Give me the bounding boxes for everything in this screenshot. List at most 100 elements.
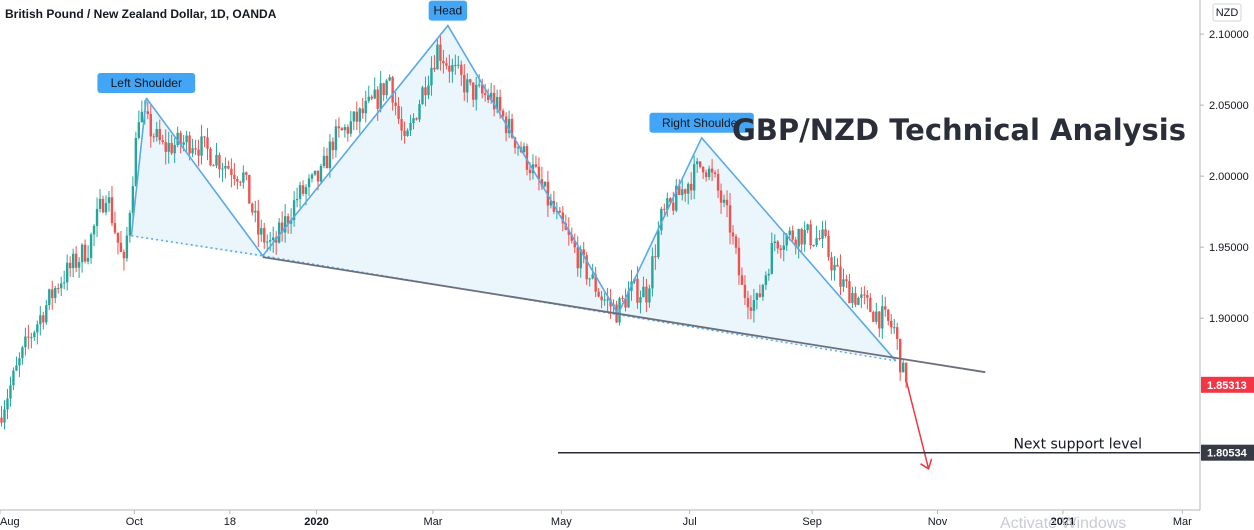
candle-body <box>663 208 666 210</box>
candle-body <box>725 199 729 206</box>
candle-body <box>824 229 827 236</box>
time-axis[interactable]: AugOct182020MarMayJulSepNov2021MarMay <box>0 510 1254 528</box>
candle-body <box>104 203 108 213</box>
candle-body <box>469 79 472 83</box>
candle-body <box>200 136 203 156</box>
candle-body <box>137 122 141 139</box>
candle-body <box>218 155 221 170</box>
candle-body <box>158 128 161 141</box>
candle-body <box>280 222 284 233</box>
last-price-label: 1.85313 <box>1207 380 1247 392</box>
candle-body <box>424 87 427 96</box>
candle-body <box>501 110 505 117</box>
support-price-label: 1.80534 <box>1207 448 1248 460</box>
candle-body <box>654 256 657 258</box>
candle-body <box>558 210 562 213</box>
candle-body <box>797 229 800 247</box>
candle-body <box>313 170 317 175</box>
candle-body <box>415 118 418 120</box>
candle-body <box>277 222 281 243</box>
currency-badge[interactable]: NZD <box>1212 3 1242 22</box>
candle-body <box>77 262 81 268</box>
candle-body <box>740 275 744 285</box>
candle-body <box>334 126 338 151</box>
candle-body <box>236 178 239 182</box>
candle-body <box>122 251 126 259</box>
candle-body <box>758 293 762 297</box>
candle-body <box>400 119 403 131</box>
candle-body <box>579 249 582 269</box>
candle-body <box>298 185 302 199</box>
candle-body <box>815 238 818 246</box>
right-shoulder-label[interactable]: Right Shoulder <box>649 112 754 133</box>
x-tick-label: Aug <box>0 516 20 528</box>
candle-body <box>382 83 385 96</box>
candle-body <box>364 100 367 114</box>
candle-body <box>791 230 794 240</box>
candle-body <box>603 299 606 301</box>
candle-body <box>212 165 215 167</box>
candle-body <box>860 294 863 298</box>
candle-body <box>752 299 756 311</box>
candle-body <box>495 96 499 110</box>
candle-body <box>648 288 651 303</box>
candle-body <box>809 224 812 246</box>
head-label[interactable]: Head <box>428 0 468 21</box>
candle-body <box>710 168 714 173</box>
head-shoulders-outline[interactable] <box>145 24 897 362</box>
candle-body <box>549 200 553 206</box>
candle-body <box>248 174 251 204</box>
candle-body <box>167 142 170 152</box>
candle-body <box>388 77 391 81</box>
candle-body <box>522 146 526 152</box>
candle-body <box>358 108 361 122</box>
candle-body <box>173 144 176 154</box>
x-tick-label: Jul <box>683 516 697 528</box>
candle-body <box>161 140 164 142</box>
price-axis[interactable]: 1.90000 1.95000 2.00000 2.05000 2.10000 1.853… <box>1200 29 1254 461</box>
neckline[interactable] <box>262 256 986 374</box>
candle-body <box>304 187 308 194</box>
candle-body <box>457 64 460 66</box>
candle-body <box>266 241 269 243</box>
candle-body <box>227 165 230 169</box>
candle-body <box>421 87 424 105</box>
x-tick-label: Mar <box>423 516 442 528</box>
left-shoulder-leg[interactable] <box>130 97 148 236</box>
candle-body <box>269 240 272 242</box>
candle-body <box>770 243 774 274</box>
candle-body <box>230 168 233 175</box>
candle-body <box>684 189 687 194</box>
x-tick-label: Nov <box>928 516 948 528</box>
candle-body <box>340 128 344 131</box>
candle-body <box>349 121 353 134</box>
candle-body <box>588 278 591 280</box>
candle-body <box>731 232 735 237</box>
candle-body <box>666 198 669 210</box>
y-tick-label: 1.95000 <box>1209 242 1249 254</box>
candle-body <box>773 241 776 244</box>
last-price-badge <box>1201 376 1254 393</box>
candle-body <box>600 296 603 301</box>
candle-body <box>534 164 538 167</box>
candle-body <box>412 118 415 124</box>
candle-body <box>6 398 9 410</box>
candle-body <box>540 179 544 187</box>
y-tick-label: 2.10000 <box>1209 29 1249 41</box>
candle-body <box>833 264 836 271</box>
candle-body <box>582 249 585 256</box>
candle-body <box>385 80 388 96</box>
x-tick-label: Sep <box>802 516 822 528</box>
candle-body <box>191 148 194 154</box>
candle-body <box>863 294 866 296</box>
candle-body <box>872 311 875 322</box>
left-shoulder-label[interactable]: Left Shoulder <box>97 73 196 94</box>
candle-body <box>352 111 356 122</box>
candle-body <box>343 127 347 131</box>
candle-body <box>42 315 45 323</box>
candle-body <box>785 235 788 246</box>
candle-body <box>651 256 654 289</box>
candle-body <box>203 136 206 138</box>
candle-body <box>466 79 469 93</box>
